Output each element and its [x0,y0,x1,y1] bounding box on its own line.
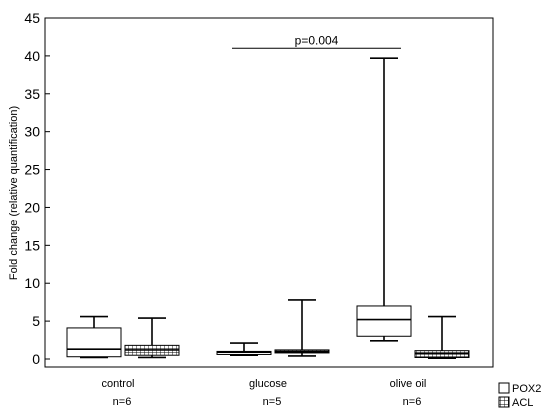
p-value-label: p=0.004 [295,33,339,47]
y-tick-label: 5 [32,313,40,329]
y-tick-label: 35 [24,86,40,102]
y-tick-label: 45 [24,10,40,26]
boxes [66,57,470,360]
y-tick-label: 30 [24,124,40,140]
x-labels: control n=6 glucose n=5 olive oil n=6 [101,378,426,408]
y-tick-label: 25 [24,162,40,178]
category-label: control [101,378,134,390]
y-tick-label: 40 [24,48,40,64]
legend-label-pox2: POX2 [512,383,541,395]
category-n-label: n=5 [263,396,282,408]
annotations: p=0.004 [232,33,401,49]
category-label: olive oil [390,378,427,390]
box-iqr [356,305,412,337]
category-label: glucose [249,378,287,390]
box-acl-1 [274,299,330,357]
box-pox2-2 [356,57,412,342]
y-tick-label: 10 [24,275,40,291]
box-iqr [66,327,122,358]
legend: POX2 ACL [498,382,541,409]
y-axis-label: Fold change (relative quantification) [8,106,20,280]
legend-label-acl: ACL [512,397,533,409]
legend-swatch-pox2 [498,382,510,394]
y-tick-label: 0 [32,351,40,367]
y-axis: 0 5 10 15 20 25 30 35 40 45 [24,10,50,367]
category-n-label: n=6 [403,396,422,408]
plot-frame [44,17,494,368]
y-tick-label: 15 [24,237,40,253]
box-pox2-0 [66,315,122,359]
box-acl-0 [124,317,180,359]
y-tick-label: 20 [24,199,40,215]
box-pox2-1 [216,342,272,357]
category-n-label: n=6 [113,396,132,408]
box-acl-2 [414,315,470,360]
legend-swatch-acl [498,396,510,408]
